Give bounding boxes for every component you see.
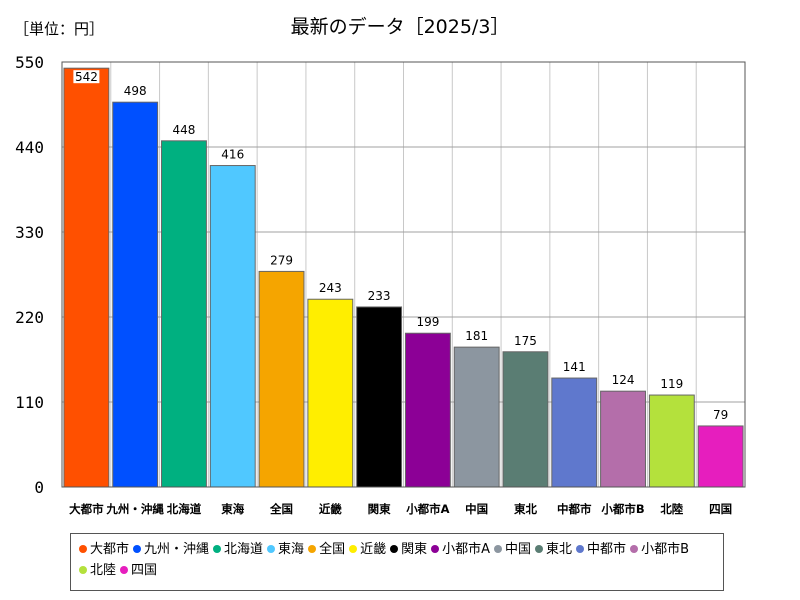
- legend-label: 中都市: [587, 542, 627, 557]
- x-tick-label: 全国: [269, 502, 293, 516]
- legend-swatch: [133, 544, 142, 553]
- legend-item: 中国: [494, 539, 531, 560]
- bar: [404, 332, 451, 488]
- y-tick-label: 550: [15, 53, 44, 72]
- legend-swatch: [120, 565, 129, 574]
- legend-label: 四国: [131, 563, 158, 578]
- legend-item: 関東: [390, 539, 427, 560]
- legend-label: 全国: [319, 542, 346, 557]
- legend-item: 東北: [535, 539, 572, 560]
- legend-label: 北陸: [90, 563, 117, 578]
- bar: [648, 394, 695, 488]
- bar: [551, 377, 598, 488]
- legend-swatch: [535, 544, 544, 553]
- legend-label: 小都市A: [442, 542, 491, 557]
- data-label: 119: [660, 377, 683, 391]
- y-tick-label: 220: [15, 308, 44, 327]
- legend-swatch: [308, 544, 317, 553]
- legend-item: 北陸: [79, 560, 116, 581]
- data-label: 79: [713, 408, 728, 422]
- legend-item: 大都市: [79, 539, 129, 560]
- x-tick-label: 北陸: [660, 502, 683, 516]
- legend-label: 東海: [278, 542, 305, 557]
- legend-item: 小都市A: [431, 539, 490, 560]
- data-label: 448: [173, 123, 196, 137]
- legend-label: 中国: [505, 542, 532, 557]
- x-tick-label: 小都市B: [600, 502, 644, 516]
- x-tick-label: 九州・沖縄: [105, 502, 164, 516]
- bar: [697, 425, 744, 488]
- data-label-bg: [73, 70, 100, 84]
- chart-title: 最新のデータ［2025/3］: [290, 16, 510, 38]
- legend-item: 近畿: [349, 539, 386, 560]
- legend-item: 九州・沖縄: [133, 539, 209, 560]
- legend-swatch: [267, 544, 276, 553]
- data-label: 124: [612, 373, 635, 387]
- data-label: 498: [124, 84, 147, 98]
- legend-swatch: [79, 544, 87, 553]
- bar: [453, 346, 500, 488]
- bar: [112, 101, 159, 488]
- chart-legend: 大都市 九州・沖縄 北海道 東海 全国 近畿 関東 小都市A 中国 東北 中都市 小都市B 北陸 四国: [70, 533, 724, 591]
- legend-swatch: [213, 544, 222, 553]
- legend-swatch: [431, 544, 440, 553]
- bar: [209, 165, 256, 488]
- bar: [63, 67, 110, 488]
- legend-item: 中都市: [576, 539, 626, 560]
- legend-item: 東海: [267, 539, 304, 560]
- data-label: 243: [319, 281, 342, 295]
- data-label: 199: [416, 315, 439, 329]
- data-label: 181: [465, 329, 488, 343]
- unit-label: ［単位：円］: [14, 20, 105, 38]
- legend-swatch: [494, 544, 503, 553]
- legend-swatch: [79, 565, 87, 574]
- legend-swatch: [349, 544, 358, 553]
- x-tick-label: 大都市: [69, 502, 104, 516]
- data-label: 416: [221, 148, 244, 162]
- legend-item: 小都市B: [630, 539, 689, 560]
- data-label: 233: [368, 289, 391, 303]
- x-tick-label: 東北: [514, 502, 537, 516]
- legend-swatch: [630, 544, 639, 553]
- data-label: 175: [514, 334, 537, 348]
- legend-label: 東北: [546, 542, 573, 557]
- plot-frame: [61, 61, 746, 488]
- y-tick-label: 110: [15, 393, 44, 412]
- bar: [161, 140, 207, 488]
- x-tick-label: 東海: [221, 502, 244, 516]
- y-tick-label: 440: [15, 138, 44, 157]
- legend-swatch: [576, 544, 585, 553]
- data-label: 542: [75, 70, 98, 84]
- x-tick-label: 中都市: [557, 502, 592, 516]
- bar: [600, 390, 646, 488]
- legend-item: 四国: [120, 560, 157, 581]
- legend-label: 関東: [401, 542, 428, 557]
- x-tick-label: 北海道: [167, 502, 202, 516]
- legend-label: 小都市B: [641, 542, 689, 557]
- y-tick-label: 330: [15, 223, 44, 242]
- x-tick-label: 中国: [465, 502, 488, 516]
- x-tick-label: 四国: [709, 502, 732, 516]
- legend-item: 北海道: [213, 539, 263, 560]
- x-tick-label: 小都市A: [405, 502, 449, 516]
- legend-label: 大都市: [90, 542, 130, 557]
- legend-swatch: [390, 544, 399, 553]
- legend-label: 近畿: [360, 542, 387, 557]
- legend-label: 北海道: [224, 542, 264, 557]
- bar: [356, 306, 403, 488]
- bar: [258, 270, 305, 488]
- legend-label: 九州・沖縄: [144, 542, 210, 557]
- bar: [307, 298, 354, 488]
- bar: [502, 351, 549, 488]
- legend-item: 全国: [308, 539, 345, 560]
- y-tick-label: 0: [34, 478, 44, 497]
- data-label: 279: [270, 253, 293, 267]
- x-tick-label: 近畿: [319, 502, 342, 516]
- data-label: 141: [563, 360, 586, 374]
- x-tick-label: 関東: [368, 502, 391, 516]
